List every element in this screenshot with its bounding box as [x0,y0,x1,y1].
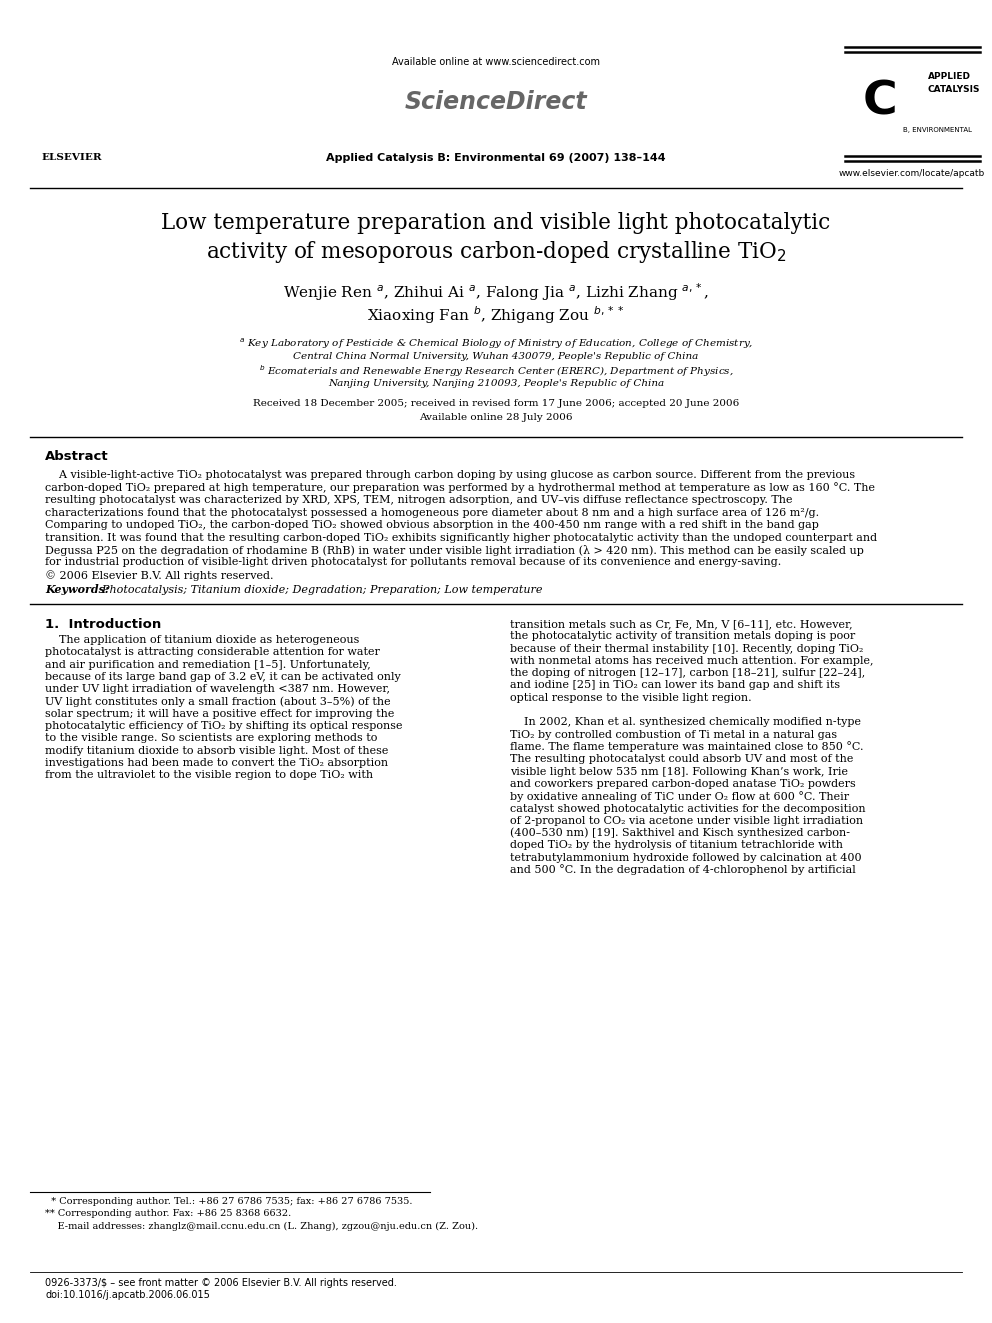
Text: A visible-light-active TiO₂ photocatalyst was prepared through carbon doping by : A visible-light-active TiO₂ photocatalys… [45,470,855,480]
Text: flame. The flame temperature was maintained close to 850 °C.: flame. The flame temperature was maintai… [510,742,863,753]
Text: TiO₂ by controlled combustion of Ti metal in a natural gas: TiO₂ by controlled combustion of Ti meta… [510,730,837,740]
Text: Keywords:: Keywords: [45,585,109,595]
Text: for industrial production of visible-light driven photocatalyst for pollutants r: for industrial production of visible-lig… [45,557,782,568]
Text: Comparing to undoped TiO₂, the carbon-doped TiO₂ showed obvious absorption in th: Comparing to undoped TiO₂, the carbon-do… [45,520,818,531]
Text: Available online at www.sciencedirect.com: Available online at www.sciencedirect.co… [392,57,600,67]
Text: www.elsevier.com/locate/apcatb: www.elsevier.com/locate/apcatb [839,169,985,179]
Text: $^{b}$ Ecomaterials and Renewable Energy Research Center (ERERC), Department of : $^{b}$ Ecomaterials and Renewable Energy… [259,363,733,378]
Text: photocatalytic efficiency of TiO₂ by shifting its optical response: photocatalytic efficiency of TiO₂ by shi… [45,721,403,732]
Text: * Corresponding author. Tel.: +86 27 6786 7535; fax: +86 27 6786 7535.: * Corresponding author. Tel.: +86 27 678… [45,1197,413,1207]
Text: characterizations found that the photocatalyst possessed a homogeneous pore diam: characterizations found that the photoca… [45,508,819,517]
Text: because of their thermal instability [10]. Recently, doping TiO₂: because of their thermal instability [10… [510,643,863,654]
Text: doi:10.1016/j.apcatb.2006.06.015: doi:10.1016/j.apcatb.2006.06.015 [45,1290,210,1301]
Text: transition metals such as Cr, Fe, Mn, V [6–11], etc. However,: transition metals such as Cr, Fe, Mn, V … [510,619,853,628]
Text: transition. It was found that the resulting carbon-doped TiO₂ exhibits significa: transition. It was found that the result… [45,532,877,542]
Text: investigations had been made to convert the TiO₂ absorption: investigations had been made to convert … [45,758,388,767]
Text: tetrabutylammonium hydroxide followed by calcination at 400: tetrabutylammonium hydroxide followed by… [510,853,862,863]
Text: of 2-propanol to CO₂ via acetone under visible light irradiation: of 2-propanol to CO₂ via acetone under v… [510,816,863,826]
Text: 1.  Introduction: 1. Introduction [45,618,162,631]
Text: activity of mesoporous carbon-doped crystalline TiO$_2$: activity of mesoporous carbon-doped crys… [205,239,787,265]
Text: Low temperature preparation and visible light photocatalytic: Low temperature preparation and visible … [162,212,830,234]
Text: Nanjing University, Nanjing 210093, People's Republic of China: Nanjing University, Nanjing 210093, Peop… [328,380,664,389]
Text: Degussa P25 on the degradation of rhodamine B (RhB) in water under visible light: Degussa P25 on the degradation of rhodam… [45,545,864,556]
Text: ScienceDirect: ScienceDirect [405,90,587,114]
Text: catalyst showed photocatalytic activities for the decomposition: catalyst showed photocatalytic activitie… [510,803,866,814]
Text: © 2006 Elsevier B.V. All rights reserved.: © 2006 Elsevier B.V. All rights reserved… [45,570,274,581]
Text: C: C [863,79,898,124]
Text: (400–530 nm) [19]. Sakthivel and Kisch synthesized carbon-: (400–530 nm) [19]. Sakthivel and Kisch s… [510,828,850,839]
Text: Central China Normal University, Wuhan 430079, People's Republic of China: Central China Normal University, Wuhan 4… [294,352,698,361]
Text: and 500 °C. In the degradation of 4-chlorophenol by artificial: and 500 °C. In the degradation of 4-chlo… [510,864,856,876]
Text: because of its large band gap of 3.2 eV, it can be activated only: because of its large band gap of 3.2 eV,… [45,672,401,681]
Text: modify titanium dioxide to absorb visible light. Most of these: modify titanium dioxide to absorb visibl… [45,746,389,755]
Text: Abstract: Abstract [45,451,109,463]
Text: The application of titanium dioxide as heterogeneous: The application of titanium dioxide as h… [45,635,359,646]
Text: doped TiO₂ by the hydrolysis of titanium tetrachloride with: doped TiO₂ by the hydrolysis of titanium… [510,840,843,851]
Text: from the ultraviolet to the visible region to dope TiO₂ with: from the ultraviolet to the visible regi… [45,770,373,781]
Text: optical response to the visible light region.: optical response to the visible light re… [510,693,752,703]
Text: resulting photocatalyst was characterized by XRD, XPS, TEM, nitrogen adsorption,: resulting photocatalyst was characterize… [45,495,793,505]
Text: In 2002, Khan et al. synthesized chemically modified n-type: In 2002, Khan et al. synthesized chemica… [510,717,861,728]
Text: the photocatalytic activity of transition metals doping is poor: the photocatalytic activity of transitio… [510,631,855,642]
Text: B, ENVIRONMENTAL: B, ENVIRONMENTAL [903,127,972,134]
Text: UV light constitutes only a small fraction (about 3–5%) of the: UV light constitutes only a small fracti… [45,696,391,706]
Text: visible light below 535 nm [18]. Following Khan’s work, Irie: visible light below 535 nm [18]. Followi… [510,766,848,777]
Text: E-mail addresses: zhanglz@mail.ccnu.edu.cn (L. Zhang), zgzou@nju.edu.cn (Z. Zou): E-mail addresses: zhanglz@mail.ccnu.edu.… [45,1221,478,1230]
Text: The resulting photocatalyst could absorb UV and most of the: The resulting photocatalyst could absorb… [510,754,853,765]
Text: under UV light irradiation of wavelength <387 nm. However,: under UV light irradiation of wavelength… [45,684,390,695]
Text: and coworkers prepared carbon-doped anatase TiO₂ powders: and coworkers prepared carbon-doped anat… [510,779,856,789]
Text: carbon-doped TiO₂ prepared at high temperature, our preparation was performed by: carbon-doped TiO₂ prepared at high tempe… [45,482,875,493]
Text: photocatalyst is attracting considerable attention for water: photocatalyst is attracting considerable… [45,647,380,658]
Text: by oxidative annealing of TiC under O₂ flow at 600 °C. Their: by oxidative annealing of TiC under O₂ f… [510,791,849,802]
Text: the doping of nitrogen [12–17], carbon [18–21], sulfur [22–24],: the doping of nitrogen [12–17], carbon [… [510,668,865,679]
Text: to the visible range. So scientists are exploring methods to: to the visible range. So scientists are … [45,733,377,744]
Text: Available online 28 July 2006: Available online 28 July 2006 [420,414,572,422]
Text: ** Corresponding author. Fax: +86 25 8368 6632.: ** Corresponding author. Fax: +86 25 836… [45,1209,292,1218]
Text: with nonmetal atoms has received much attention. For example,: with nonmetal atoms has received much at… [510,656,874,665]
Text: and iodine [25] in TiO₂ can lower its band gap and shift its: and iodine [25] in TiO₂ can lower its ba… [510,680,840,691]
Text: $^{a}$ Key Laboratory of Pesticide & Chemical Biology of Ministry of Education, : $^{a}$ Key Laboratory of Pesticide & Che… [239,337,753,351]
Text: APPLIED
CATALYSIS: APPLIED CATALYSIS [928,73,980,94]
Text: 0926-3373/$ – see front matter © 2006 Elsevier B.V. All rights reserved.: 0926-3373/$ – see front matter © 2006 El… [45,1278,397,1289]
Text: Wenjie Ren $^{a}$, Zhihui Ai $^{a}$, Falong Jia $^{a}$, Lizhi Zhang $^{a,*}$,: Wenjie Ren $^{a}$, Zhihui Ai $^{a}$, Fal… [283,282,709,303]
Text: Received 18 December 2005; received in revised form 17 June 2006; accepted 20 Ju: Received 18 December 2005; received in r… [253,400,739,409]
Text: ELSEVIER: ELSEVIER [42,153,102,163]
Text: Photocatalysis; Titanium dioxide; Degradation; Preparation; Low temperature: Photocatalysis; Titanium dioxide; Degrad… [95,585,543,595]
Text: and air purification and remediation [1–5]. Unfortunately,: and air purification and remediation [1–… [45,660,371,669]
Text: Applied Catalysis B: Environmental 69 (2007) 138–144: Applied Catalysis B: Environmental 69 (2… [326,153,666,163]
Text: solar spectrum; it will have a positive effect for improving the: solar spectrum; it will have a positive … [45,709,395,718]
Text: Xiaoxing Fan $^{b}$, Zhigang Zou $^{b,**}$: Xiaoxing Fan $^{b}$, Zhigang Zou $^{b,**… [367,304,625,325]
